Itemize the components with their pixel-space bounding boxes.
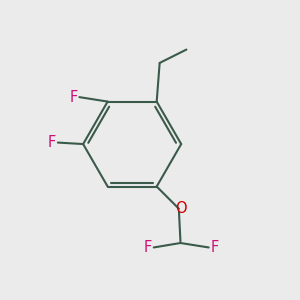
Text: F: F xyxy=(144,240,152,255)
Text: F: F xyxy=(210,240,218,255)
Text: O: O xyxy=(175,201,186,216)
Text: F: F xyxy=(70,90,78,105)
Text: F: F xyxy=(48,135,56,150)
